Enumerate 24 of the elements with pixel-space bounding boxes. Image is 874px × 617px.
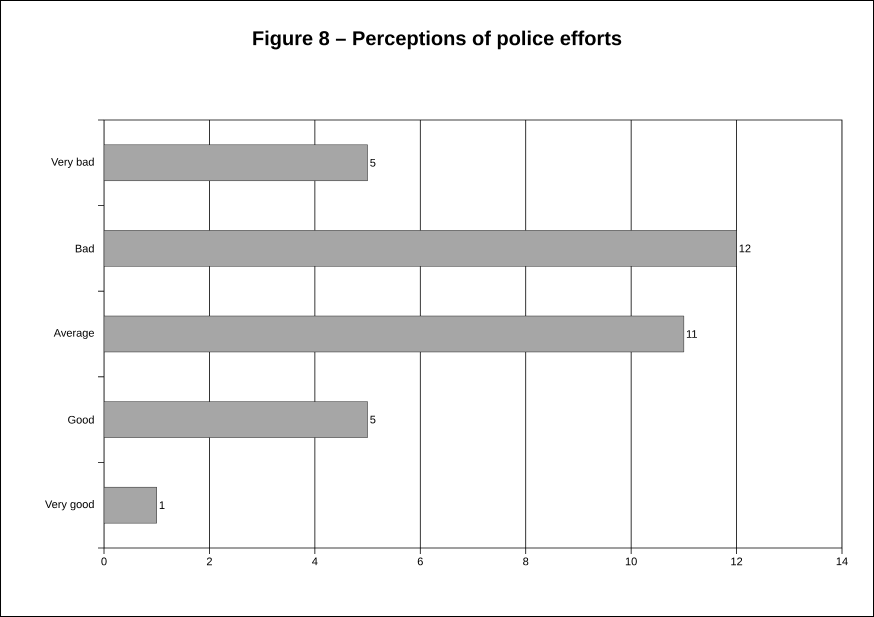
bar <box>104 230 737 267</box>
x-tick-label: 0 <box>101 558 107 566</box>
x-tick-label: 12 <box>731 558 742 566</box>
data-label: 12 <box>740 244 750 252</box>
data-label: 11 <box>686 330 697 338</box>
bar <box>104 401 368 438</box>
x-tick-label: 2 <box>206 558 212 566</box>
y-tick-label: Average <box>54 329 94 339</box>
bar <box>104 316 684 352</box>
chart-title: Figure 8 – Perceptions of police efforts <box>253 30 622 50</box>
x-tick-label: 14 <box>836 558 848 566</box>
y-tick-label: Very good <box>44 500 94 510</box>
x-tick-label: 4 <box>312 558 318 566</box>
y-tick-label: Very bad <box>51 158 94 168</box>
bar <box>104 486 157 524</box>
x-tick-label: 10 <box>626 558 637 566</box>
data-label: 5 <box>370 416 376 424</box>
data-label: 5 <box>370 158 376 167</box>
y-tick-label: Bad <box>76 244 94 252</box>
data-label: 1 <box>160 501 165 509</box>
x-tick-label: 6 <box>418 558 423 566</box>
y-tick-label: Good <box>68 416 94 424</box>
bar <box>104 144 368 181</box>
x-tick-label: 8 <box>523 558 528 566</box>
